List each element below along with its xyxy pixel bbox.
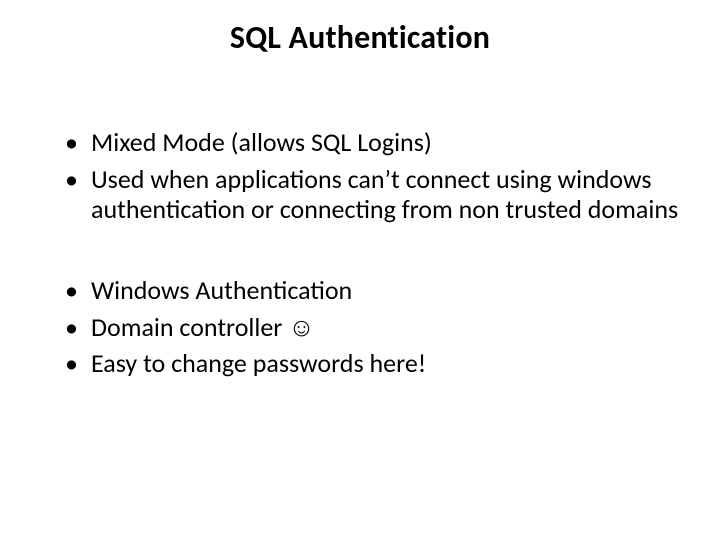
list-item: Used when applications can’t connect usi… [65, 164, 680, 225]
list-item: Mixed Mode (allows SQL Logins) [65, 127, 680, 158]
group-spacer [40, 231, 680, 275]
list-item: Easy to change passwords here! [65, 348, 680, 379]
list-item: Domain controller ☺ [65, 312, 680, 343]
slide-title: SQL Authentication [40, 18, 680, 57]
slide: SQL Authentication Mixed Mode (allows SQ… [0, 0, 720, 540]
list-item: Windows Authentication [65, 275, 680, 306]
bullet-list-1: Mixed Mode (allows SQL Logins) Used when… [40, 127, 680, 225]
bullet-list-2: Windows Authentication Domain controller… [40, 275, 680, 379]
